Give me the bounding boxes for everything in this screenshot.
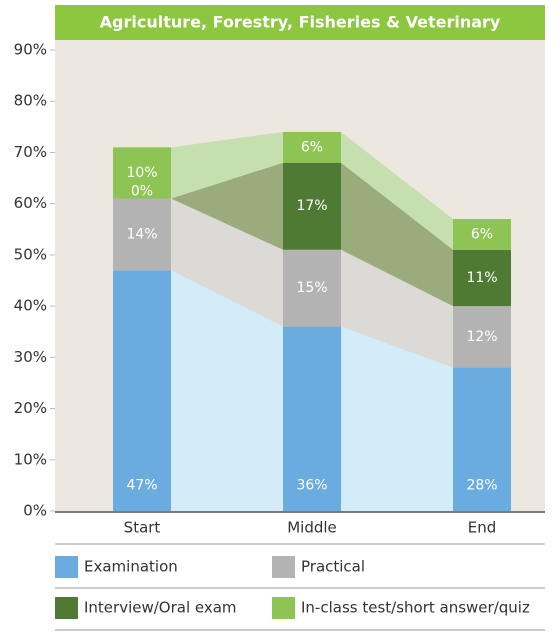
legend-swatch	[272, 597, 295, 619]
y-tick-label: 80%	[14, 92, 47, 110]
x-tick-label: Start	[124, 519, 161, 537]
legend-label: In-class test/short answer/quiz	[301, 599, 530, 617]
y-tick-label: 90%	[14, 41, 47, 59]
value-label: 12%	[466, 329, 497, 345]
chart-title: Agriculture, Forestry, Fisheries & Veter…	[100, 13, 501, 32]
value-label: 6%	[471, 226, 493, 242]
y-tick-label: 40%	[14, 297, 47, 315]
bar-segment	[453, 306, 511, 368]
marks	[113, 131, 511, 511]
connector-area	[171, 162, 283, 250]
bar-segment	[283, 131, 341, 163]
y-tick-label: 60%	[14, 194, 47, 212]
value-label: 36%	[296, 477, 327, 493]
bar-segment	[283, 326, 341, 511]
x-tick-label: End	[468, 519, 497, 537]
bar-segment	[453, 249, 511, 307]
legend-label: Interview/Oral exam	[84, 599, 237, 617]
value-label: 17%	[296, 198, 327, 214]
x-tick-label: Middle	[287, 519, 337, 537]
legend-swatch	[55, 556, 78, 578]
y-tick-label: 20%	[14, 399, 47, 417]
connector-area	[171, 198, 283, 327]
bar-segment	[283, 249, 341, 327]
bar-segment	[453, 219, 511, 250]
connector-area	[341, 249, 453, 368]
value-label: 14%	[126, 226, 157, 242]
connector-area	[341, 326, 453, 511]
connector-area	[341, 162, 453, 307]
y-tick-label: 50%	[14, 245, 47, 263]
value-label: 15%	[296, 280, 327, 296]
legend-label: Practical	[301, 558, 365, 576]
bar-segment	[283, 162, 341, 250]
connector-area	[171, 131, 283, 199]
value-label: 28%	[466, 477, 497, 493]
y-tick-label: 0%	[23, 502, 47, 520]
bar-segment	[453, 367, 511, 511]
bar-segment	[113, 147, 171, 199]
legend-swatch	[55, 597, 78, 619]
value-label: 11%	[466, 270, 497, 286]
value-label: 6%	[301, 139, 323, 155]
legend-label: Examination	[84, 558, 178, 576]
legend-swatch	[272, 556, 295, 578]
bar-segment	[113, 198, 171, 271]
title-banner	[55, 5, 545, 40]
y-tick-label: 70%	[14, 143, 47, 161]
value-label: 10%	[126, 165, 157, 181]
value-label: 0%	[131, 184, 153, 200]
bar-segment	[113, 270, 171, 511]
connector-area	[171, 270, 283, 511]
y-tick-label: 30%	[14, 348, 47, 366]
y-tick-label: 10%	[14, 450, 47, 468]
value-label: 47%	[126, 477, 157, 493]
connector-area	[341, 131, 453, 250]
